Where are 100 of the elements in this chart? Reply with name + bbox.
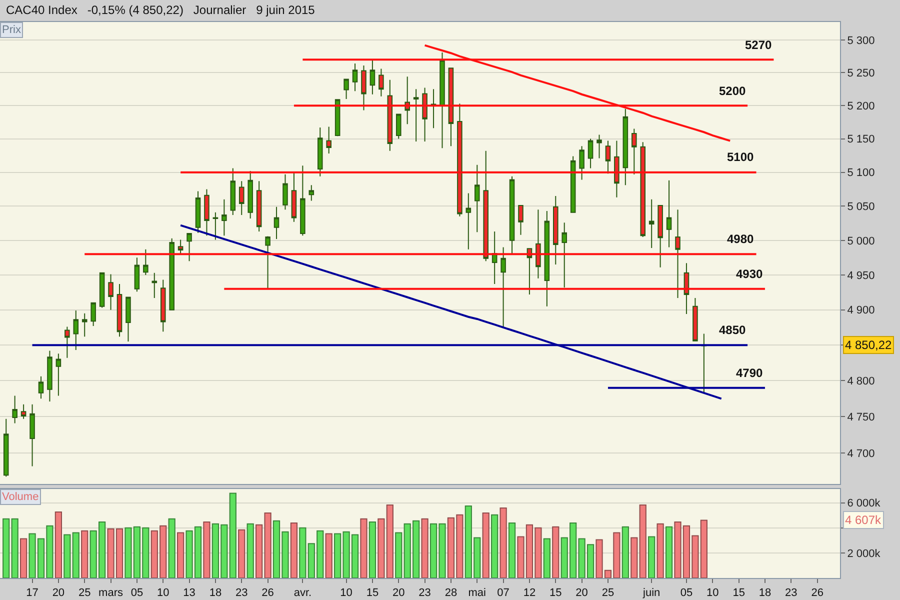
y-axis-title: Volume (2, 491, 39, 503)
x-tick-label: 23 (235, 587, 248, 600)
candlestick (3, 418, 9, 478)
candlestick (596, 134, 602, 159)
y-tick-label: 4 900 (847, 304, 875, 317)
candlestick (588, 138, 594, 169)
bar (630, 537, 638, 578)
series-label: 4930 (736, 267, 764, 281)
bar (421, 518, 428, 578)
bar (395, 532, 402, 578)
y-tick-label: 6 000k (847, 498, 881, 510)
x-tick-label: 07 (497, 587, 510, 600)
candlestick (605, 140, 611, 174)
x-tick-label: mai (468, 587, 486, 600)
bar (81, 530, 88, 578)
candlestick (12, 395, 18, 424)
candlestick (265, 236, 270, 290)
candlestick (614, 140, 620, 198)
bar (378, 518, 385, 578)
candlestick (422, 87, 428, 142)
candlestick (73, 310, 79, 351)
candlestick (562, 222, 567, 288)
candlestick (230, 168, 236, 216)
bar (368, 521, 376, 578)
series-label: 4980 (727, 232, 754, 246)
x-tick-label: 26 (262, 587, 274, 600)
candlestick (352, 63, 358, 92)
candlestick (430, 88, 436, 129)
bar (386, 504, 394, 578)
candlestick (413, 88, 419, 142)
y-tick-label: 5 100 (847, 167, 875, 180)
y-tick-label: 5 050 (847, 201, 875, 214)
candlestick (378, 68, 384, 97)
x-tick-label: 18 (758, 587, 772, 600)
candlestick (317, 126, 323, 177)
candlestick (509, 176, 515, 254)
candlestick (20, 404, 26, 420)
candlestick (579, 146, 584, 180)
bar (238, 529, 246, 578)
bar (325, 533, 332, 578)
bar (11, 518, 18, 578)
series-label: 5270 (745, 38, 772, 52)
bar (665, 526, 673, 578)
x-tick-label: 15 (732, 587, 745, 600)
x-tick-label: mars (98, 587, 124, 600)
candlestick (570, 156, 576, 213)
candlestick (684, 262, 690, 315)
text: 4 850,22 (845, 338, 892, 352)
series-label: 4790 (736, 366, 764, 380)
x-tick-label: 25 (78, 587, 91, 600)
x-tick-label: 10 (156, 587, 170, 600)
candlestick (126, 296, 131, 342)
y-tick-label: 2 000k (847, 548, 881, 560)
bar (508, 522, 516, 578)
candlestick (169, 238, 174, 310)
x-tick-label: 23 (785, 587, 798, 600)
candlestick (632, 128, 637, 175)
candlestick (344, 78, 349, 100)
candlestick (178, 239, 184, 254)
y-axis-title: Prix (2, 24, 22, 36)
bar (622, 526, 629, 578)
x-tick-label: avr. (294, 587, 312, 600)
bar (639, 504, 646, 578)
bar (54, 512, 62, 578)
candlestick (204, 188, 210, 236)
chart-title: CAC40 Index -0,15% (4 850,22) Journalier 9 juin 2015 (6, 3, 315, 17)
candlestick (212, 212, 218, 240)
candlestick (143, 248, 148, 276)
y-tick-label: 4 750 (847, 412, 875, 424)
bar (229, 492, 236, 578)
candlestick (56, 353, 62, 396)
bar (290, 522, 298, 578)
candlestick (553, 196, 558, 266)
candlestick (256, 180, 262, 232)
bar (360, 518, 368, 578)
candlestick (134, 257, 140, 292)
candlestick (440, 52, 445, 149)
candlestick (483, 150, 488, 262)
x-tick-label: 20 (576, 587, 588, 600)
x-tick-label: 05 (680, 587, 693, 600)
bar (500, 508, 507, 578)
bar (64, 534, 71, 578)
candlestick (622, 108, 628, 186)
candlestick (64, 326, 70, 358)
candlestick (544, 210, 550, 307)
bar (72, 532, 80, 578)
x-tick-label: 12 (523, 587, 536, 600)
candlestick (160, 279, 166, 332)
x-tick-label: 10 (706, 587, 719, 600)
y-tick-label: 5 300 (847, 34, 875, 47)
bar (203, 521, 210, 578)
x-tick-label: 18 (209, 587, 222, 600)
candlestick (90, 302, 96, 327)
series-label: 4850 (719, 323, 746, 337)
candlestick (116, 283, 122, 338)
candlestick (222, 198, 227, 236)
bar (543, 538, 550, 578)
x-tick-label: 10 (340, 587, 352, 600)
text: 4 607k (845, 513, 882, 527)
bar (482, 512, 490, 578)
